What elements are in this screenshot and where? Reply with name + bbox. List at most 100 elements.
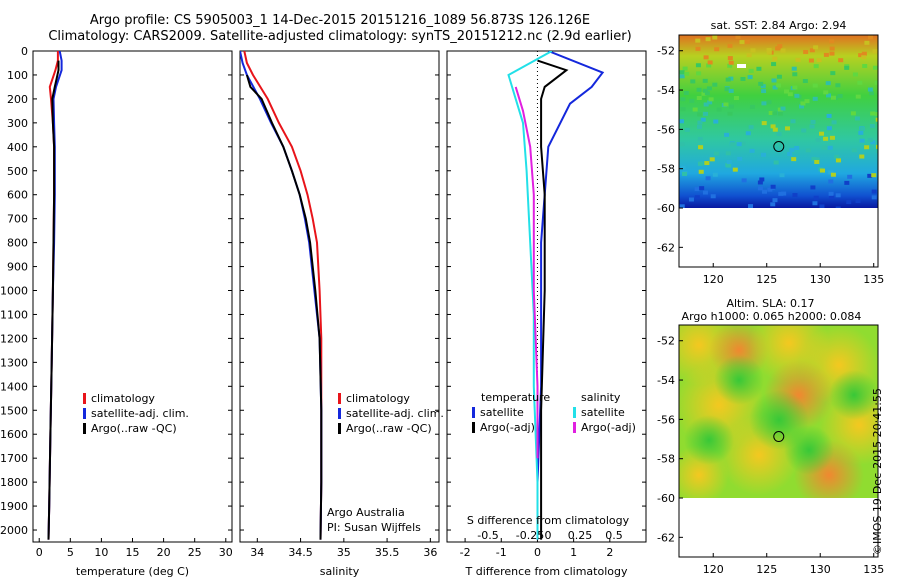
sst-pixel xyxy=(735,35,741,40)
sst-pixel xyxy=(855,199,861,204)
sst-pixel xyxy=(828,170,834,175)
sst-pixel xyxy=(854,116,860,121)
map-title: sat. SST: 2.84 Argo: 2.94 xyxy=(711,19,847,32)
x-tick-label: 0 xyxy=(36,546,43,559)
credit-line-1: Argo Australia xyxy=(327,506,405,519)
x-tick-label: 34.5 xyxy=(288,546,313,559)
sst-pixel xyxy=(704,161,710,166)
sst-pixel xyxy=(823,90,829,95)
sst-pixel xyxy=(744,39,750,44)
y-tick-label: 400 xyxy=(7,141,28,154)
sst-pixel xyxy=(706,86,712,91)
y-tick-label: 500 xyxy=(7,165,28,178)
y-tick-label: -52 xyxy=(657,45,675,58)
sst-pixel xyxy=(680,165,686,170)
sst-pixel xyxy=(831,120,837,125)
sst-pixel xyxy=(772,85,778,90)
sst-pixel xyxy=(739,40,745,45)
sst-pixel xyxy=(760,84,766,89)
sst-pixel xyxy=(828,191,834,196)
x2-axis-label: S difference from climatology xyxy=(467,514,630,527)
sst-pixel xyxy=(835,193,841,198)
sst-pixel xyxy=(872,65,878,70)
sst-pixel xyxy=(694,187,700,192)
sst-pixel xyxy=(724,87,730,92)
x-tick-label: 25 xyxy=(188,546,202,559)
sst-pixel xyxy=(828,179,834,184)
sst-pixel xyxy=(712,172,718,177)
sst-pixel xyxy=(805,148,811,153)
sst-pixel xyxy=(847,174,853,179)
map-panel-5: 120 125 130 135 -52 -54 -56 -58 -60 -62 Altim. SLA… xyxy=(657,297,884,576)
sst-pixel xyxy=(855,94,861,99)
sst-pixel xyxy=(697,112,703,117)
sst-pixel xyxy=(749,148,755,153)
x-tick-label: 120 xyxy=(703,563,724,576)
x-tick-label: 0 xyxy=(534,546,541,559)
sst-pixel xyxy=(867,173,873,178)
y-tick-label: -60 xyxy=(657,202,675,215)
x-axis-label: salinity xyxy=(320,565,360,578)
sst-pixel xyxy=(827,145,833,150)
sst-pixel xyxy=(716,107,722,112)
sst-pixel xyxy=(740,141,746,146)
sst-pixel xyxy=(775,46,781,51)
plot-frame xyxy=(446,50,647,543)
y-tick-label: 200 xyxy=(7,93,28,106)
y-tick-label: 100 xyxy=(7,69,28,82)
sst-pixel xyxy=(868,35,874,40)
sst-pixel xyxy=(871,173,877,178)
sst-pixel xyxy=(876,148,878,153)
sst-pixel xyxy=(794,146,800,151)
x-tick-label: -2 xyxy=(460,546,471,559)
sst-pixel xyxy=(813,195,819,200)
sst-pixel xyxy=(725,163,731,168)
sst-pixel xyxy=(766,48,772,53)
sst-pixel xyxy=(736,142,742,147)
sst-pixel xyxy=(813,64,819,69)
sst-pixel xyxy=(861,51,867,56)
argo-position-marker xyxy=(773,141,785,153)
sst-pixel xyxy=(867,87,873,92)
sst-pixel xyxy=(694,195,700,200)
plot-frame xyxy=(32,50,233,543)
y-tick-label: -62 xyxy=(657,531,675,544)
sst-pixel xyxy=(748,204,754,209)
sst-pixel xyxy=(707,100,713,105)
x-tick-label: -1 xyxy=(496,546,507,559)
sst-pixel xyxy=(771,62,777,67)
sst-pixel xyxy=(800,101,806,106)
sst-pixel xyxy=(867,138,873,143)
sla-field xyxy=(679,325,878,499)
series-line xyxy=(243,51,323,540)
sst-pixel xyxy=(809,124,815,129)
sst-pixel xyxy=(780,106,786,111)
sst-pixel xyxy=(696,96,702,101)
sla-blob xyxy=(714,355,764,405)
sst-pixel xyxy=(821,145,827,150)
sst-pixel xyxy=(679,204,685,209)
legend-swatch xyxy=(83,393,86,404)
legend-label: satellite xyxy=(581,406,625,419)
sst-pixel xyxy=(814,159,820,164)
series-group xyxy=(240,51,323,540)
sst-pixel xyxy=(761,152,767,157)
sst-pixel xyxy=(732,167,738,172)
sst-pixel xyxy=(858,130,864,135)
sst-pixel xyxy=(728,60,734,65)
sst-pixel xyxy=(787,152,793,157)
sst-pixel xyxy=(697,136,703,141)
sst-pixel xyxy=(792,193,798,198)
y-tick-label: 1700 xyxy=(0,452,28,465)
sst-pixel xyxy=(778,191,784,196)
sst-pixel xyxy=(819,204,825,209)
sst-pixel xyxy=(682,171,688,176)
legend-swatch xyxy=(338,423,341,434)
sst-pixel xyxy=(767,187,773,192)
sst-pixel xyxy=(862,64,868,69)
x-tick-label: 1 xyxy=(570,546,577,559)
sst-pixel xyxy=(815,137,821,142)
y-tick-label: 0 xyxy=(21,45,28,58)
legend-label: Argo(-adj) xyxy=(480,421,535,434)
